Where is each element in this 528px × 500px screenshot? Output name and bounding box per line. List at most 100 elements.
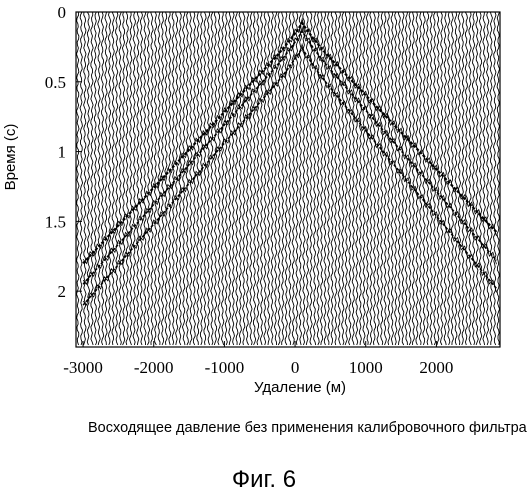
seismic-trace: [137, 12, 140, 345]
y-tick-label: 0: [58, 3, 67, 22]
seismic-trace: [451, 12, 454, 345]
seismic-trace: [313, 12, 316, 345]
seismic-trace: [476, 12, 479, 345]
seismic-trace: [469, 12, 472, 345]
seismic-trace: [317, 12, 320, 345]
seismic-trace: [232, 12, 235, 345]
x-tick-label: 2000: [419, 358, 453, 377]
seismic-trace: [380, 12, 383, 345]
seismic-trace: [430, 12, 433, 345]
seismic-trace: [207, 12, 210, 345]
seismic-trace: [264, 12, 267, 345]
seismic-trace: [154, 12, 157, 345]
x-tick-label: -3000: [63, 358, 103, 377]
x-tick-label: 1000: [349, 358, 383, 377]
seismic-trace: [437, 12, 440, 345]
seismic-trace: [373, 12, 376, 345]
seismic-trace: [211, 12, 214, 345]
seismic-trace: [243, 12, 246, 345]
seismic-trace: [440, 12, 443, 345]
seismic-trace: [246, 12, 249, 345]
seismic-trace: [140, 12, 143, 345]
x-tick-label: -1000: [205, 358, 245, 377]
seismic-trace: [345, 12, 348, 345]
seismic-trace: [133, 12, 136, 345]
figure-label: Фиг. 6: [0, 466, 528, 494]
seismic-trace: [274, 12, 277, 345]
seismic-trace: [204, 12, 207, 345]
seismic-trace: [419, 12, 422, 345]
plot-frame: [76, 12, 500, 347]
figure-caption: Восходящее давление без применения калиб…: [88, 418, 528, 439]
seismic-trace: [387, 12, 390, 345]
seismic-trace: [200, 12, 203, 345]
seismic-trace: [486, 12, 489, 345]
seismic-trace: [108, 12, 111, 345]
trace-group: [77, 12, 500, 345]
seismic-trace: [218, 12, 221, 345]
y-axis-label: Время (с): [2, 124, 19, 191]
seismic-trace: [356, 12, 359, 345]
seismic-trace: [370, 12, 373, 345]
seismic-trace: [253, 12, 256, 345]
seismic-trace: [483, 12, 486, 345]
seismic-trace: [281, 12, 284, 345]
seismic-trace: [186, 12, 189, 345]
seismic-trace: [493, 12, 496, 345]
seismic-trace: [288, 12, 291, 345]
seismic-trace: [412, 12, 415, 345]
seismic-trace: [448, 12, 451, 345]
seismic-trace: [299, 12, 302, 345]
seismic-trace: [267, 12, 270, 345]
y-tick-label: 2: [58, 282, 67, 301]
x-tick-label: 0: [291, 358, 300, 377]
y-tick-label: 1: [58, 143, 67, 162]
seismic-trace: [182, 12, 185, 345]
seismic-trace: [126, 12, 129, 345]
seismic-trace: [458, 12, 461, 345]
seismic-trace: [377, 12, 380, 345]
seismic-trace: [84, 12, 87, 345]
seismic-trace: [119, 12, 122, 345]
seismic-trace: [221, 12, 224, 345]
seismic-trace: [359, 12, 362, 345]
seismic-trace: [394, 12, 397, 345]
seismic-trace: [112, 12, 115, 345]
seismic-trace: [472, 12, 475, 345]
y-tick-label: 0.5: [45, 73, 66, 92]
seismic-trace: [384, 12, 387, 345]
seismic-trace: [101, 12, 104, 345]
seismic-trace: [144, 12, 147, 345]
seismic-trace: [235, 12, 238, 345]
seismic-trace: [398, 12, 401, 345]
seismic-trace: [80, 12, 83, 345]
seismic-trace: [320, 12, 323, 345]
seismic-trace: [105, 12, 108, 345]
seismic-trace: [151, 12, 154, 345]
seismic-trace: [77, 12, 80, 345]
seismic-trace: [122, 12, 125, 345]
seismic-trace: [341, 12, 344, 345]
seismic-trace: [296, 12, 299, 345]
x-tick-label: -2000: [134, 358, 174, 377]
seismic-trace: [303, 12, 306, 345]
seismic-trace: [327, 12, 330, 345]
seismic-trace: [490, 12, 493, 345]
seismic-trace: [168, 12, 171, 345]
seismic-trace: [190, 12, 193, 345]
seismic-trace: [433, 12, 436, 345]
seismic-trace: [363, 12, 366, 345]
seismic-trace: [426, 12, 429, 345]
seismic-trace: [257, 12, 260, 345]
y-tick-label: 1.5: [45, 212, 66, 231]
x-axis-label: Удаление (м): [254, 379, 346, 396]
seismic-trace: [366, 12, 369, 345]
seismic-trace: [250, 12, 253, 345]
seismic-trace: [129, 12, 132, 345]
seismic-trace: [338, 12, 341, 345]
seismic-trace: [479, 12, 482, 345]
seismic-trace: [98, 12, 101, 345]
seismic-trace: [214, 12, 217, 345]
seismic-trace: [260, 12, 263, 345]
seismic-trace: [409, 12, 412, 345]
